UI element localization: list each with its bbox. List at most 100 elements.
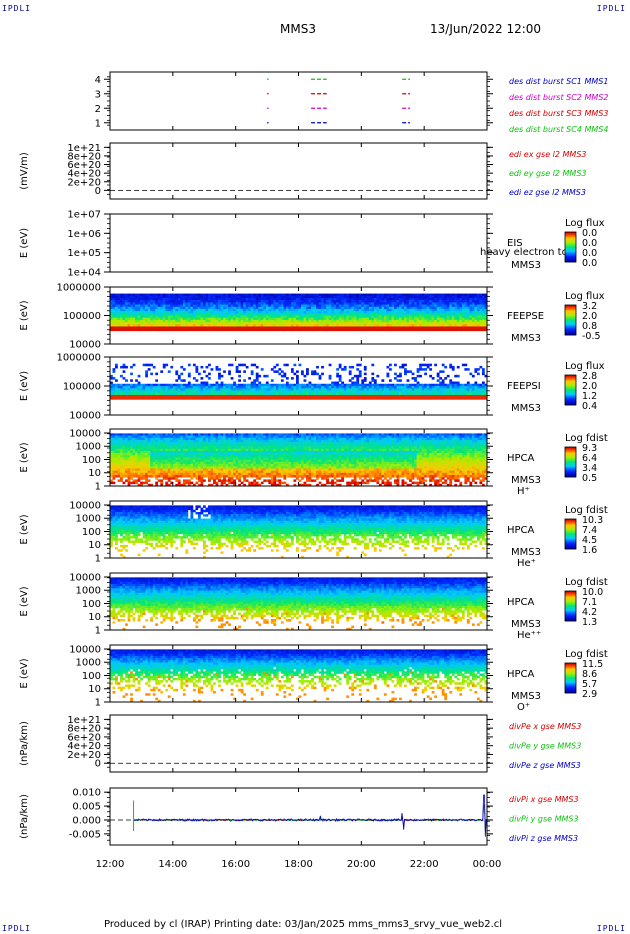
spectrogram-cell: [155, 293, 159, 297]
spectrogram-cell: [336, 383, 340, 387]
spectrogram-cell: [240, 322, 244, 325]
spectrogram-cell: [283, 394, 287, 398]
spectrogram-cell: [248, 386, 252, 389]
spectrogram-cell: [363, 315, 367, 318]
spectrogram-cell: [162, 470, 166, 474]
colorbar-band: [565, 403, 576, 406]
spectrogram-cell: [157, 302, 161, 305]
spectrogram-cell: [361, 394, 365, 398]
spectrogram-cell: [115, 379, 118, 382]
spectrogram-cell: [127, 293, 131, 297]
spectrogram-cell: [230, 311, 234, 314]
spectrogram-cell: [162, 475, 166, 478]
spectrogram-cell: [331, 397, 334, 400]
spectrogram-cell: [142, 435, 146, 439]
spectrogram-cell: [399, 374, 402, 378]
spectrogram-cell: [361, 379, 365, 382]
spectrogram-cell: [343, 324, 347, 327]
spectrogram-cell: [243, 300, 247, 303]
spectrogram-cell: [112, 439, 116, 443]
spectrogram-cell: [311, 390, 314, 393]
spectrogram-cell: [358, 383, 362, 387]
spectrogram-cell: [290, 302, 294, 305]
spectrogram-cell: [293, 302, 297, 305]
colorbar-label: 3.2: [582, 301, 597, 312]
spectrogram-cell: [255, 306, 259, 310]
colorbar-band: [565, 244, 576, 247]
spectrogram-cell: [270, 386, 274, 389]
spectrogram-cell: [165, 455, 169, 458]
spectrogram-cell: [142, 300, 146, 303]
spectrogram-cell: [172, 439, 176, 443]
y-tick-label: 1000000: [56, 353, 101, 364]
spectrogram-cell: [429, 306, 432, 310]
spectrogram-cell: [167, 370, 171, 373]
spectrogram-cell: [436, 326, 440, 329]
spectrogram-cell: [444, 386, 448, 389]
spectrogram-cell: [243, 379, 247, 382]
spectrogram-cell: [361, 322, 365, 325]
spectrogram-cell: [421, 388, 425, 391]
spectrogram-cell: [117, 388, 121, 391]
spectrogram-cell: [441, 300, 445, 303]
spectrogram-cell: [228, 306, 231, 310]
spectrogram-cell: [140, 433, 143, 436]
spectrogram-cell: [439, 304, 443, 308]
spectrogram-cell: [280, 322, 284, 325]
spectrogram-cell: [130, 446, 133, 450]
spectrogram-cell: [346, 319, 350, 323]
spectrogram-cell: [328, 317, 332, 321]
spectrogram-cell: [225, 394, 229, 398]
spectrogram-cell: [180, 461, 184, 465]
spectrogram-cell: [185, 450, 189, 454]
spectrogram-cell: [117, 437, 121, 441]
spectrogram-cell: [187, 302, 191, 305]
spectrogram-cell: [419, 326, 422, 329]
spectrogram-cell: [326, 324, 329, 327]
spectrogram-cell: [142, 397, 146, 400]
spectrogram-cell: [210, 308, 214, 312]
spectrogram-cell: [210, 394, 214, 398]
spectrogram-cell: [449, 392, 453, 396]
spectrogram-cell: [273, 365, 277, 369]
spectrogram-cell: [120, 374, 123, 378]
spectrogram-cell: [180, 304, 184, 308]
colorbar-band: [565, 398, 576, 401]
spectrogram-cell: [170, 295, 174, 299]
spectrogram-cell: [177, 466, 181, 469]
spectrogram-cell: [147, 326, 151, 329]
spectrogram-cell: [240, 315, 244, 318]
spectrogram-cell: [456, 315, 460, 318]
spectrogram-cell: [132, 326, 136, 329]
spectrogram-cell: [396, 302, 400, 305]
spectrogram-cell: [220, 300, 224, 303]
spectrogram-cell: [260, 300, 264, 303]
spectrogram-cell: [270, 368, 274, 371]
spectrogram-cell: [172, 304, 176, 308]
colorbar-band: [565, 307, 576, 310]
spectrogram-cell: [112, 466, 116, 469]
spectrogram-cell: [313, 304, 317, 308]
spectrogram-cell: [441, 392, 445, 396]
spectrogram-cell: [255, 304, 259, 308]
spectrogram-cell: [235, 304, 239, 308]
spectrogram-cell: [396, 394, 400, 398]
spectrogram-cell: [308, 313, 312, 316]
colorbar-band: [565, 393, 576, 396]
spectrogram-cell: [177, 374, 181, 378]
spectrogram-cell: [323, 326, 327, 329]
spectrogram-cell: [127, 297, 131, 301]
spectrogram-cell: [127, 437, 131, 441]
spectrogram-cell: [399, 306, 402, 310]
spectrogram-cell: [308, 293, 312, 297]
spectrogram-cell: [419, 368, 422, 371]
spectrogram-cell: [162, 450, 166, 454]
spectrogram-cell: [170, 453, 174, 456]
spectrogram-cell: [454, 397, 458, 400]
spectrogram-cell: [353, 374, 357, 378]
spectrogram-cell: [306, 394, 309, 398]
spectrogram-cell: [373, 390, 377, 393]
spectrogram-cell: [406, 313, 410, 316]
spectrogram-cell: [474, 311, 478, 314]
